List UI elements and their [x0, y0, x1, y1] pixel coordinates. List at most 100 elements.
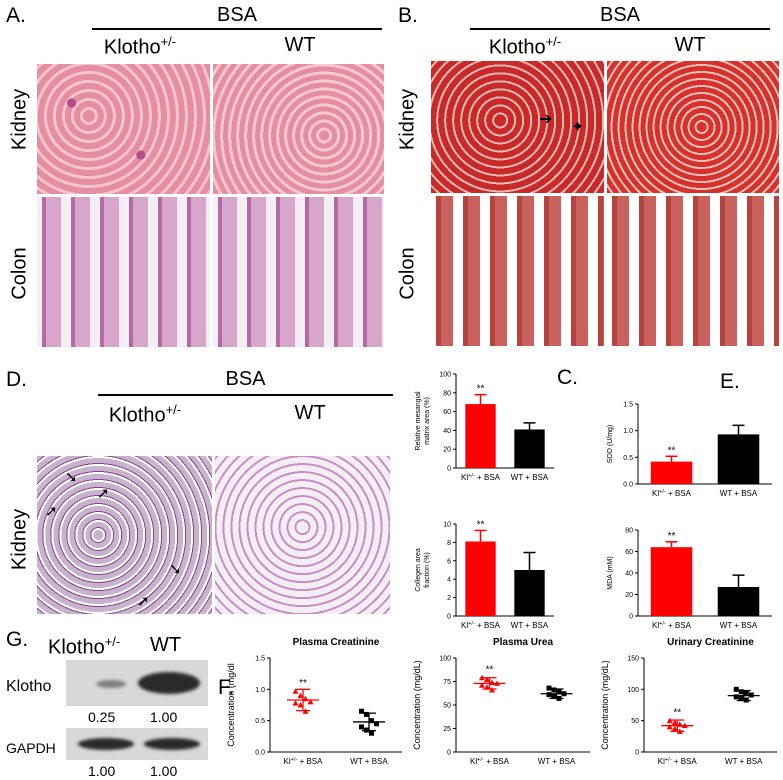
- category-label: Kl+/- + BSA: [461, 473, 501, 482]
- klotho-value-wt: 1.00: [150, 709, 178, 725]
- blot-band: [144, 738, 200, 750]
- y-tick-label: 60: [625, 549, 633, 556]
- y-tick-label: 1.5: [255, 656, 265, 663]
- he-colon-wt-image: [213, 197, 384, 347]
- category-label: WT + BSA: [720, 621, 758, 630]
- panel-label-g: G.: [6, 628, 29, 651]
- klotho-value-klotho: 0.25: [88, 709, 116, 725]
- data-point: [479, 682, 485, 688]
- data-point: [369, 718, 374, 724]
- y-tick-label: 8: [447, 540, 451, 547]
- chart-title: Plasma Creatinine: [293, 637, 380, 648]
- panel-g-col-wt: WT: [150, 634, 182, 656]
- y-tick-label: 6: [447, 558, 451, 565]
- data-point: [671, 725, 678, 732]
- data-point: [556, 689, 562, 695]
- pas-kidney-wt-image: [215, 456, 390, 614]
- chart-sod: 0.0 0.5 1.0 1.5 SOD (U/mg) Kl+/- + BSA WT + BS…: [607, 402, 772, 498]
- arrow-marker: ➚: [97, 485, 110, 502]
- blot-row-klotho-label: Klotho: [6, 678, 52, 695]
- panel-b-row-kidney: Kidney: [396, 88, 419, 151]
- panel-label-b: B.: [398, 4, 418, 27]
- panel-b-row-colon: Colon: [396, 247, 419, 300]
- y-tick-label: 2: [447, 595, 451, 602]
- y-tick-label: 20: [443, 447, 451, 454]
- y-axis-label: SOD (U/mg): [607, 425, 614, 464]
- bar: [650, 461, 693, 484]
- y-tick-label: 0.5: [623, 455, 633, 462]
- arrow-marker: ➜: [539, 111, 553, 128]
- y-tick-label: 80: [625, 528, 633, 535]
- y-tick-label: 1.0: [255, 687, 265, 694]
- bar: [465, 404, 496, 468]
- y-tick-label: 80: [443, 390, 451, 397]
- arrow-marker: ➚: [137, 593, 150, 610]
- y-axis-label: matrix area (%): [424, 397, 431, 445]
- category-label: Kl+/- + BSA: [284, 757, 324, 766]
- category-label: WT + BSA: [511, 621, 549, 630]
- y-tick-label: 40: [625, 571, 633, 578]
- he-kidney-klotho-image: [37, 64, 210, 194]
- klotho-blot-image: [66, 660, 208, 706]
- y-tick-label: 0: [635, 750, 639, 757]
- y-tick-label: 10: [443, 522, 451, 529]
- data-point: [546, 692, 552, 698]
- panel-d-bracket: [98, 394, 393, 396]
- chart-plasma-creatinine: Plasma Creatinine 0.0 0.5 1.0 1.5 Concentrati…: [226, 637, 402, 766]
- y-tick-label: 50: [631, 718, 639, 725]
- bar: [465, 541, 496, 616]
- data-point: [292, 688, 299, 694]
- panel-a-col-wt: WT: [284, 34, 316, 56]
- trichrome-kidney-klotho-image: ➜ ✦: [431, 61, 604, 193]
- data-point: [292, 700, 299, 706]
- panel-b-bracket: [470, 28, 770, 30]
- gapdh-value-klotho: 1.00: [88, 763, 116, 779]
- panel-a-bracket: [92, 28, 382, 30]
- y-tick-label: 75: [443, 679, 451, 686]
- category-label: WT + BSA: [350, 757, 388, 766]
- data-point: [738, 695, 744, 701]
- panel-b-col-wt: WT: [674, 34, 706, 56]
- data-point: [551, 687, 557, 693]
- y-tick-label: 20: [625, 592, 633, 599]
- data-point: [733, 686, 739, 692]
- data-point: [297, 702, 304, 708]
- gapdh-value-wt: 1.00: [150, 763, 178, 779]
- data-point: [551, 694, 557, 700]
- bar: [514, 429, 545, 468]
- y-tick-label: 4: [447, 577, 451, 584]
- data-point: [733, 694, 739, 700]
- panel-a-row-kidney: Kidney: [8, 88, 31, 151]
- significance-label: **: [673, 708, 681, 719]
- y-tick-label: 50: [443, 703, 451, 710]
- category-label: WT + BSA: [511, 473, 549, 482]
- y-axis-label: MDA (mM): [607, 556, 614, 589]
- data-point: [738, 689, 744, 695]
- category-label: WT + BSA: [538, 757, 576, 766]
- trichrome-kidney-wt-image: [607, 61, 779, 193]
- y-tick-label: 0.0: [623, 482, 633, 489]
- data-point: [297, 692, 304, 699]
- arrow-marker: ➚: [45, 503, 58, 520]
- y-axis-label: Concentration (mg/dl: [226, 663, 236, 747]
- y-tick-label: 1.5: [623, 402, 633, 409]
- data-point: [546, 685, 552, 691]
- y-tick-label: 60: [443, 409, 451, 416]
- arrow-marker: ➘: [65, 469, 78, 486]
- data-point: [489, 686, 495, 693]
- category-label: Kl+/- + BSA: [470, 757, 510, 766]
- panel-label-f: F.: [218, 676, 235, 699]
- y-tick-label: 100: [439, 372, 451, 379]
- bar: [650, 547, 693, 616]
- data-point: [484, 684, 490, 690]
- data-point: [479, 674, 485, 681]
- data-point: [743, 690, 749, 696]
- significance-label: **: [299, 678, 307, 689]
- data-point: [369, 730, 374, 736]
- trichrome-colon-klotho-image: [431, 196, 604, 346]
- he-colon-klotho-image: [37, 197, 210, 347]
- pas-kidney-klotho-image: ➘ ➚ ➚ ➘ ➚: [37, 456, 212, 614]
- data-point: [666, 717, 673, 724]
- data-point: [364, 711, 369, 717]
- y-tick-label: 100: [439, 656, 451, 663]
